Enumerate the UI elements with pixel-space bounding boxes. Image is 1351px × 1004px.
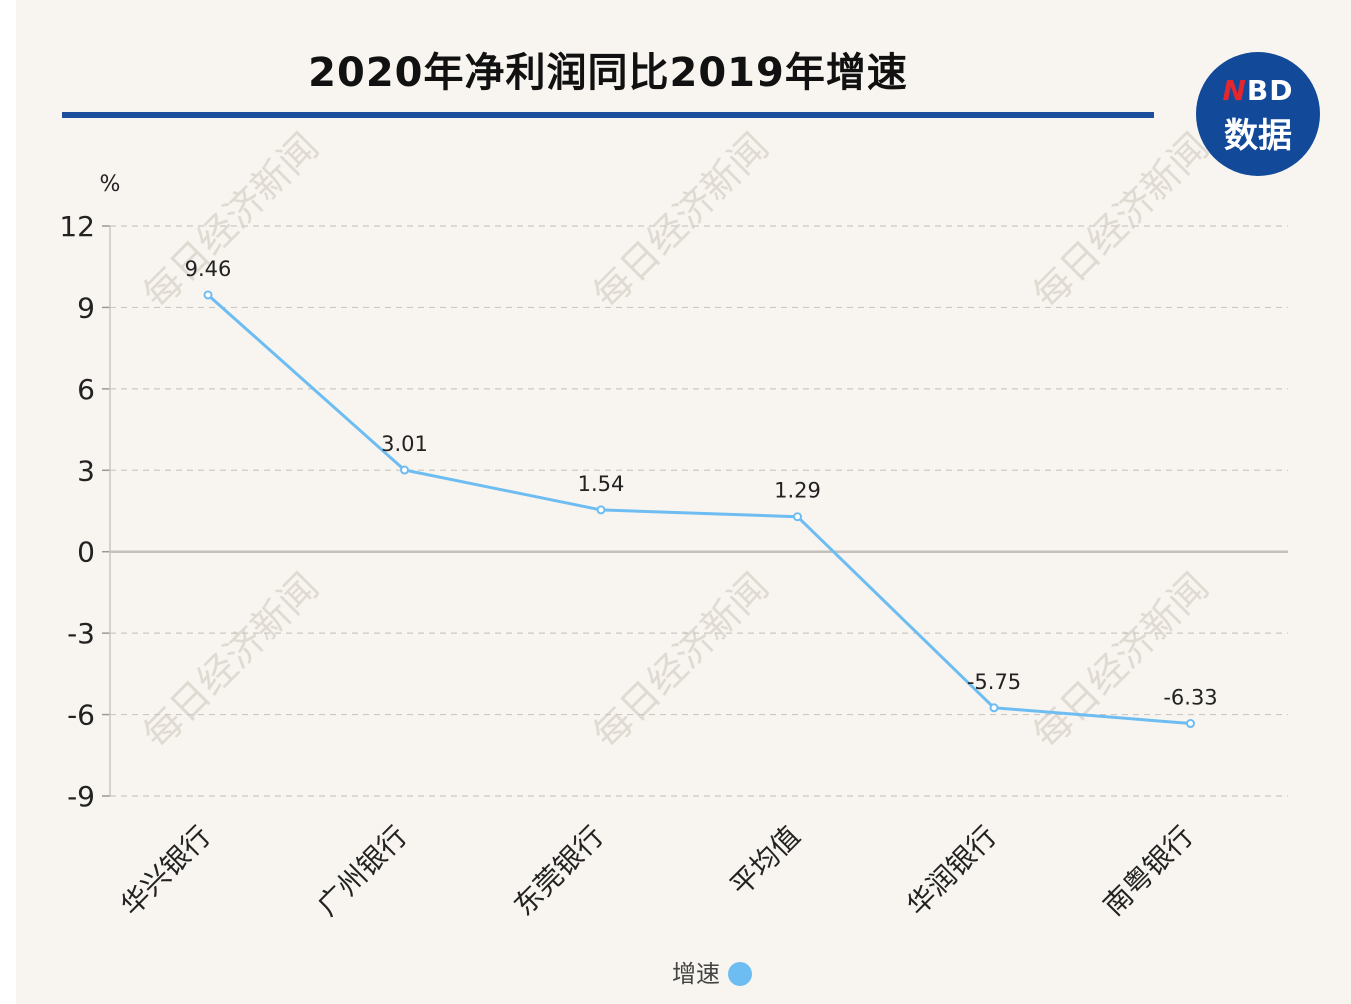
y-tick-label: 0 [77, 536, 95, 569]
logo-text-1: BD [1246, 74, 1294, 107]
legend-dot-icon [728, 962, 752, 986]
x-tick-label: 华兴银行 [114, 820, 217, 923]
watermark-0: 每日经济新闻 [135, 125, 327, 317]
data-label: 1.54 [578, 472, 625, 496]
gridlines [102, 225, 1288, 797]
data-point [793, 512, 802, 522]
data-point [203, 290, 213, 300]
legend[interactable]: 增速 [672, 954, 752, 989]
y-tick-label: -3 [67, 617, 95, 650]
series-line [207, 293, 1191, 726]
watermark-1: 每日经济新闻 [585, 125, 777, 317]
watermark-2: 每日经济新闻 [1025, 125, 1217, 317]
watermark-3: 每日经济新闻 [135, 565, 327, 757]
data-point [596, 505, 606, 515]
x-tick-label: 南粤银行 [1097, 820, 1200, 923]
logo-accent: N [1222, 74, 1247, 107]
x-tick-label: 平均值 [724, 820, 807, 903]
y-axis-unit: % [100, 172, 121, 197]
logo-text-2: 数据 [1224, 116, 1292, 156]
y-tick-label: 3 [77, 454, 95, 487]
data-label: -6.33 [1163, 686, 1217, 710]
watermark-4: 每日经济新闻 [585, 565, 777, 757]
data-point [989, 703, 999, 713]
chart-card [16, 0, 1351, 1004]
legend-label: 增速 [672, 960, 720, 988]
chart-title: 2020年净利润同比2019年增速 [308, 50, 908, 96]
watermark-5: 每日经济新闻 [1025, 565, 1217, 757]
y-tick-label: 12 [59, 210, 95, 243]
y-tick-label: 9 [77, 291, 95, 324]
x-tick-label: 华润银行 [900, 820, 1003, 923]
x-tick-label: 东莞银行 [507, 820, 610, 923]
series-growth: 9.46 3.01 1.54 1.29 -5.75 -6.33 [185, 257, 1218, 729]
y-tick-label: -9 [67, 780, 95, 813]
x-tick-label: 广州银行 [311, 820, 414, 923]
title-underline [62, 112, 1154, 118]
y-tick-label: 6 [77, 373, 95, 406]
data-point [1186, 719, 1195, 729]
data-label: 1.29 [774, 479, 821, 503]
x-axis-ticks: 华兴银行 广州银行 东莞银行 平均值 华润银行 南粤银行 [114, 820, 1199, 923]
y-tick-label: -6 [67, 699, 95, 732]
data-point [400, 465, 409, 475]
data-label: 9.46 [185, 257, 232, 281]
nbd-logo: NBD 数据 [1196, 52, 1320, 176]
data-label: -5.75 [967, 670, 1021, 694]
data-label: 3.01 [381, 432, 428, 456]
y-axis-ticks: 12 9 6 3 0 -3 -6 -9 [59, 210, 95, 813]
